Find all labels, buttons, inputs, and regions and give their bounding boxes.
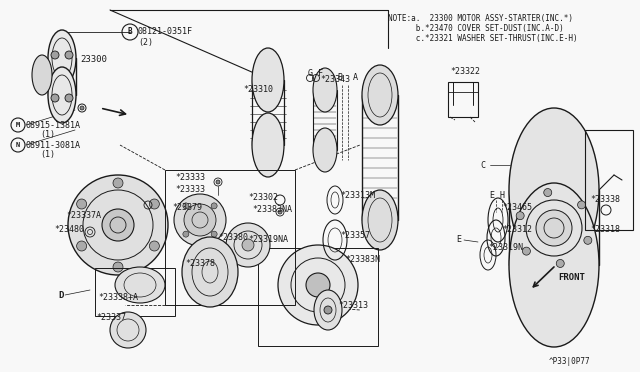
Circle shape [306, 273, 330, 297]
Circle shape [278, 210, 282, 214]
Text: *23343: *23343 [320, 76, 350, 84]
Circle shape [242, 239, 254, 251]
Text: D: D [58, 291, 63, 299]
Ellipse shape [313, 128, 337, 172]
Ellipse shape [509, 108, 599, 272]
Text: *23322: *23322 [450, 67, 480, 77]
Circle shape [226, 223, 270, 267]
Circle shape [113, 262, 123, 272]
Text: *23465: *23465 [502, 203, 532, 212]
Circle shape [584, 236, 592, 244]
Circle shape [110, 312, 146, 348]
Circle shape [516, 212, 524, 220]
Circle shape [556, 259, 564, 267]
Text: *23337A: *23337A [66, 211, 101, 219]
Ellipse shape [252, 113, 284, 177]
Circle shape [77, 241, 86, 251]
Circle shape [77, 199, 86, 209]
Bar [585, 130, 633, 230]
Circle shape [544, 189, 552, 196]
Circle shape [174, 194, 226, 246]
Text: *23319NA: *23319NA [248, 235, 288, 244]
Text: *23312: *23312 [502, 225, 532, 234]
Text: (1): (1) [40, 151, 55, 160]
Text: ^P33|0P77: ^P33|0P77 [548, 357, 590, 366]
Text: *23380: *23380 [218, 234, 248, 243]
Circle shape [51, 51, 59, 59]
Text: E: E [456, 235, 461, 244]
Text: M: M [16, 122, 20, 128]
Text: *23357: *23357 [340, 231, 370, 240]
Bar [95, 268, 175, 316]
Text: G F: G F [308, 68, 323, 77]
Circle shape [522, 247, 531, 255]
Circle shape [278, 245, 358, 325]
Text: 08915-1381A: 08915-1381A [26, 121, 81, 129]
Circle shape [149, 199, 159, 209]
Text: *23338+A: *23338+A [98, 294, 138, 302]
Text: B: B [128, 28, 132, 36]
Ellipse shape [32, 55, 52, 95]
Ellipse shape [48, 67, 76, 123]
Ellipse shape [182, 237, 238, 307]
Bar [258, 248, 378, 346]
Bar [165, 170, 295, 305]
Circle shape [536, 210, 572, 246]
Circle shape [216, 180, 220, 184]
Bar [448, 82, 478, 117]
Text: *23378: *23378 [185, 260, 215, 269]
Text: N: N [16, 142, 20, 148]
Text: *23338: *23338 [590, 196, 620, 205]
Text: *23318: *23318 [590, 225, 620, 234]
Circle shape [149, 241, 159, 251]
Circle shape [113, 178, 123, 188]
Circle shape [184, 204, 216, 236]
Text: (2): (2) [138, 38, 153, 46]
Ellipse shape [362, 65, 398, 125]
Text: *23383NA: *23383NA [252, 205, 292, 215]
Text: 23300: 23300 [80, 55, 107, 64]
Text: 08911-3081A: 08911-3081A [26, 141, 81, 150]
Text: *23310: *23310 [243, 86, 273, 94]
Text: E H: E H [490, 190, 505, 199]
Circle shape [65, 51, 73, 59]
Text: *23383N: *23383N [345, 256, 380, 264]
Circle shape [324, 306, 332, 314]
Circle shape [51, 94, 59, 102]
Text: C: C [480, 160, 485, 170]
Text: *23319N: *23319N [488, 244, 523, 253]
Text: *23313: *23313 [338, 301, 368, 310]
Text: B  A: B A [338, 74, 358, 83]
Text: FRONT: FRONT [558, 273, 585, 282]
Text: *23337: *23337 [96, 314, 126, 323]
Ellipse shape [362, 190, 398, 250]
Text: 08121-0351F: 08121-0351F [138, 28, 193, 36]
Text: *23480: *23480 [54, 225, 84, 234]
Text: b.*23470 COVER SET-DUST(INC.A-D): b.*23470 COVER SET-DUST(INC.A-D) [388, 23, 564, 32]
Text: (1): (1) [40, 131, 55, 140]
Circle shape [102, 209, 134, 241]
Text: *23333: *23333 [175, 186, 205, 195]
Circle shape [68, 175, 168, 275]
Text: *23379: *23379 [172, 203, 202, 212]
Circle shape [577, 201, 586, 209]
Circle shape [183, 203, 189, 209]
Ellipse shape [314, 290, 342, 330]
Ellipse shape [48, 30, 76, 86]
Ellipse shape [115, 267, 165, 303]
Text: NOTE:a.  23300 MOTOR ASSY-STARTER(INC.*): NOTE:a. 23300 MOTOR ASSY-STARTER(INC.*) [388, 13, 573, 22]
Ellipse shape [252, 48, 284, 112]
Circle shape [211, 203, 217, 209]
Text: *23333: *23333 [175, 173, 205, 183]
Circle shape [65, 94, 73, 102]
Circle shape [183, 231, 189, 237]
Ellipse shape [313, 68, 337, 112]
Text: *23313M: *23313M [340, 190, 375, 199]
Circle shape [80, 106, 84, 110]
Ellipse shape [509, 183, 599, 347]
Text: c.*23321 WASHER SET-THRUST(INC.E-H): c.*23321 WASHER SET-THRUST(INC.E-H) [388, 33, 578, 42]
Text: *23302: *23302 [248, 193, 278, 202]
Circle shape [211, 231, 217, 237]
